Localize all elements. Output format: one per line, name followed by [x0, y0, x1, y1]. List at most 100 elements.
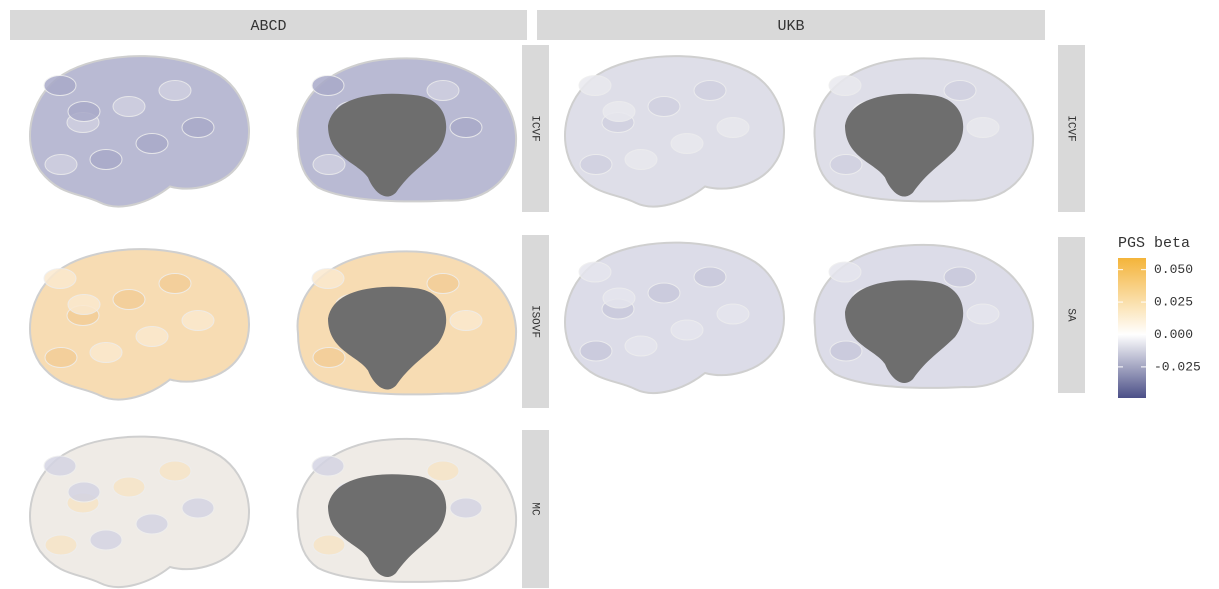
parcel	[670, 133, 704, 154]
colorbar-tick-label: 0.000	[1154, 327, 1193, 342]
medial-wall	[328, 93, 447, 197]
medial-wall	[845, 280, 964, 384]
parcel	[966, 117, 1000, 138]
brain-medial	[813, 57, 1035, 203]
colorbar-tick-label: 0.025	[1154, 295, 1193, 310]
parcel	[181, 310, 215, 331]
parcel	[89, 529, 123, 551]
parcel	[44, 534, 78, 556]
cortex-surface	[564, 55, 785, 208]
parcel	[135, 133, 169, 154]
parcel	[135, 326, 169, 347]
legend-title: PGS beta	[1118, 235, 1190, 252]
parcel	[449, 497, 483, 519]
parcel	[828, 75, 862, 96]
cortex-surface	[29, 55, 250, 208]
row-strip-bg	[522, 430, 549, 588]
medial-wall	[328, 474, 447, 578]
parcel	[67, 481, 101, 503]
parcel	[158, 273, 192, 294]
parcel	[647, 96, 681, 117]
parcel	[181, 117, 215, 138]
column-header-bg	[10, 10, 527, 40]
parcel	[716, 117, 750, 138]
parcel	[716, 303, 750, 325]
parcel	[943, 266, 977, 288]
parcel	[158, 80, 192, 101]
parcel	[311, 455, 345, 477]
parcel	[112, 96, 146, 117]
parcel	[449, 117, 483, 138]
row-strip-bg	[522, 235, 549, 408]
row-strip-label: ICVF	[1065, 115, 1077, 141]
parcel	[43, 75, 77, 96]
parcel	[579, 340, 613, 362]
parcel	[311, 268, 345, 289]
colorbar-tick-label: 0.050	[1154, 262, 1193, 277]
row-strip-bg	[522, 45, 549, 212]
parcel	[624, 149, 658, 170]
parcel	[43, 455, 77, 477]
parcel	[828, 261, 862, 283]
parcel	[693, 266, 727, 288]
parcel	[449, 310, 483, 331]
parcel	[602, 287, 636, 309]
parcel	[181, 497, 215, 519]
brain-medial	[296, 57, 518, 203]
parcel	[311, 75, 345, 96]
parcel	[670, 319, 704, 341]
row-strip-label: SA	[1065, 308, 1077, 322]
parcel	[966, 303, 1000, 325]
row-strip-label: ISOVF	[529, 305, 541, 338]
colorbar	[1118, 258, 1146, 398]
cortex-surface	[29, 435, 250, 588]
parcel	[693, 80, 727, 101]
brain-lateral	[564, 55, 785, 208]
parcel	[112, 289, 146, 310]
parcel	[43, 268, 77, 289]
parcel	[44, 347, 78, 368]
parcel	[426, 80, 460, 101]
parcel	[578, 75, 612, 96]
colorbar-tick-label: -0.025	[1154, 359, 1201, 374]
row-strip-label: MC	[529, 502, 541, 516]
medial-wall	[845, 93, 964, 197]
parcel	[89, 149, 123, 170]
brain-lateral	[564, 241, 785, 394]
medial-wall	[328, 286, 447, 390]
column-header-bg	[537, 10, 1045, 40]
parcel	[829, 154, 863, 175]
parcel	[89, 342, 123, 363]
parcel	[67, 294, 101, 315]
parcel	[44, 154, 78, 175]
parcel	[579, 154, 613, 175]
brain-medial	[296, 437, 518, 583]
parcel	[158, 460, 192, 482]
row-strip-bg	[1058, 237, 1085, 393]
row-strip-bg	[1058, 45, 1085, 212]
parcel	[602, 101, 636, 122]
cortex-surface	[29, 248, 250, 401]
parcel	[829, 340, 863, 362]
parcel	[426, 460, 460, 482]
parcel	[312, 347, 346, 368]
parcel	[112, 476, 146, 498]
parcel	[578, 261, 612, 283]
row-strip-label: ICVF	[529, 115, 541, 141]
parcel	[67, 101, 101, 122]
parcel	[624, 335, 658, 357]
brain-lateral	[29, 248, 250, 401]
cortex-surface	[564, 241, 785, 394]
column-header: ABCD	[250, 18, 286, 35]
column-header: UKB	[777, 18, 804, 35]
brain-lateral	[29, 435, 250, 588]
parcel	[312, 534, 346, 556]
parcel	[943, 80, 977, 101]
parcel	[135, 513, 169, 535]
parcel	[426, 273, 460, 294]
brain-medial	[813, 243, 1035, 389]
brain-medial	[296, 250, 518, 396]
brain-lateral	[29, 55, 250, 208]
